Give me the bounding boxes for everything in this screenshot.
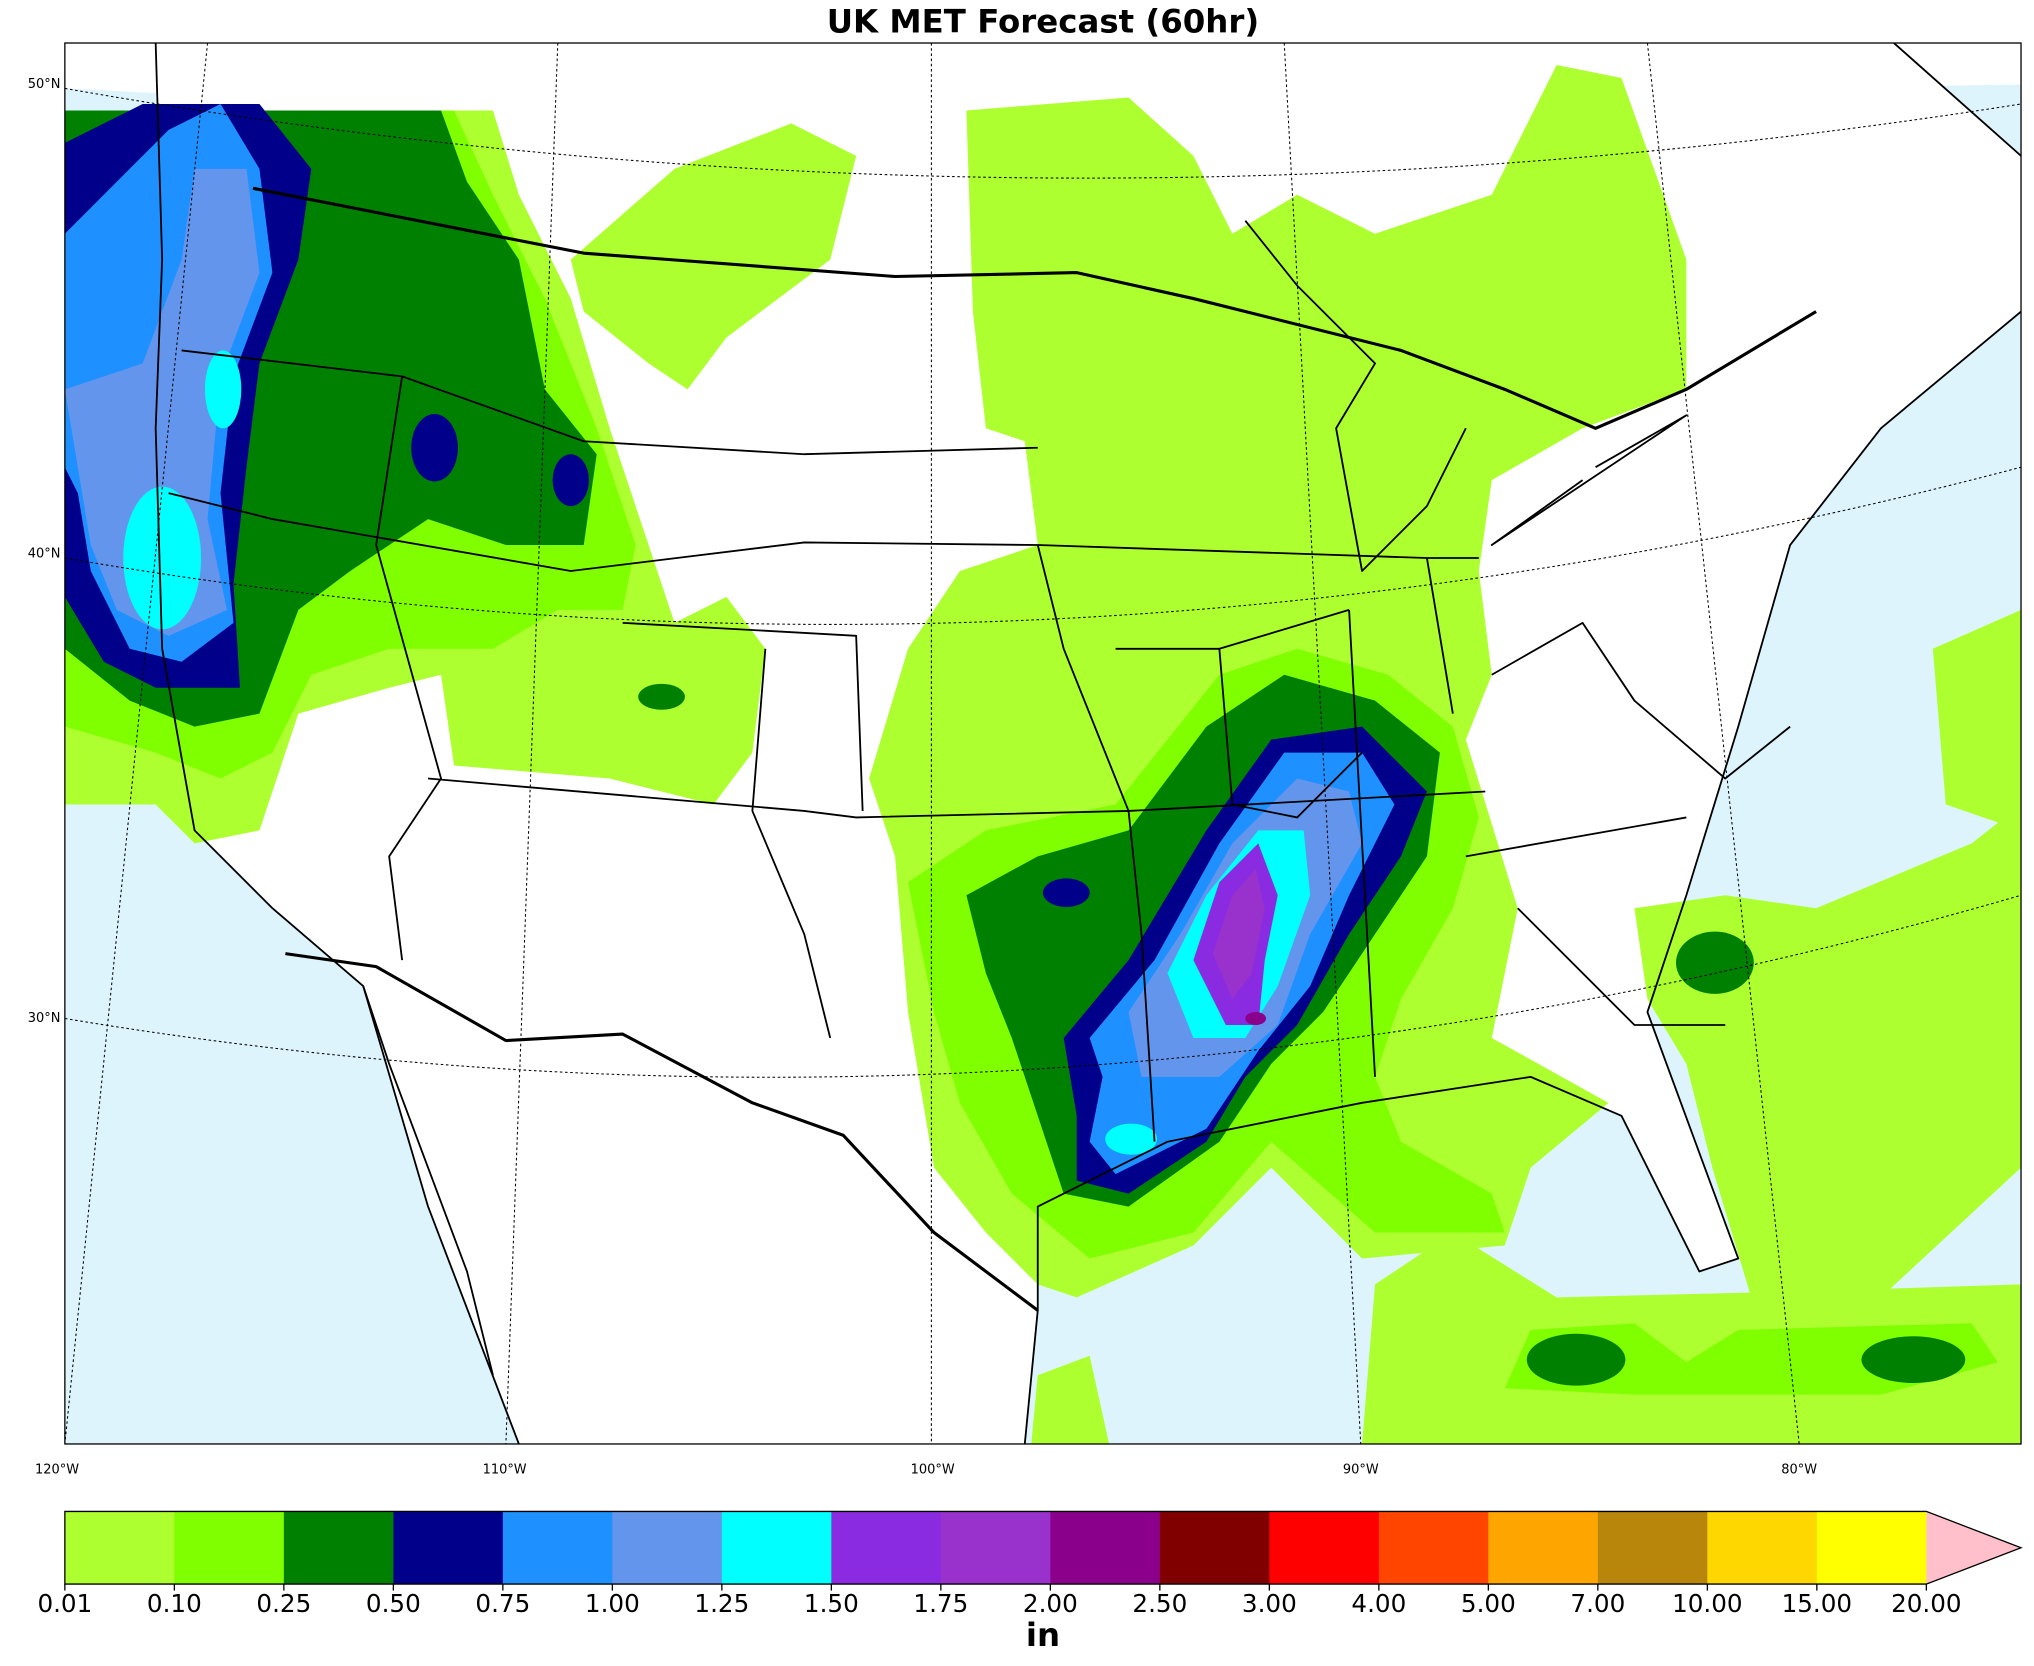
colorbar-tick-label: 1.00 <box>585 1589 640 1618</box>
colorbar-tick-label: 0.10 <box>147 1589 202 1618</box>
colorbar-segment <box>174 1511 285 1585</box>
colorbar-segment <box>1816 1511 1927 1585</box>
lon-label: 120°W <box>35 1462 79 1477</box>
colorbar-segment <box>502 1511 614 1585</box>
colorbar-segment <box>1050 1511 1161 1585</box>
colorbar-tick-label: 20.00 <box>1891 1589 1961 1618</box>
colorbar-tick-label: 0.01 <box>37 1589 92 1618</box>
colorbar-tick-label: 5.00 <box>1461 1589 1516 1618</box>
map-frame <box>64 42 2022 1445</box>
map: 50°N 40°N 30°N 120°W 110°W 100°W 90°W 80… <box>28 42 2022 1477</box>
colorbar-segment <box>1597 1511 1708 1585</box>
precip-east <box>638 65 2022 1444</box>
colorbar-tick-label: 4.00 <box>1351 1589 1406 1618</box>
colorbar-tick-label: 15.00 <box>1782 1589 1852 1618</box>
colorbar-outline <box>64 1510 2023 1585</box>
colorbar-tick-label: 1.75 <box>913 1589 968 1618</box>
colorbar-segment <box>283 1511 395 1585</box>
borders <box>154 43 2022 1444</box>
colorbar-segment <box>721 1511 832 1585</box>
colorbar-segment <box>393 1511 504 1585</box>
colorbar-segment <box>1159 1511 1270 1585</box>
colorbar: 0.01 0.10 0.25 0.50 0.75 1.00 1.25 1.50 1.75 2.00… <box>37 1510 2023 1618</box>
no-data <box>64 43 2022 111</box>
colorbar-tick-label: 3.00 <box>1242 1589 1297 1618</box>
title: UK MET Forecast (60hr) <box>827 3 1259 41</box>
precip-west <box>64 103 857 844</box>
colorbar-tick-label: 0.25 <box>256 1589 311 1618</box>
lat-label: 50°N <box>28 77 61 92</box>
lon-label: 100°W <box>911 1462 955 1477</box>
colorbar-segment <box>940 1511 1051 1585</box>
colorbar-segment <box>64 1511 176 1585</box>
colorbar-tick-label: 1.50 <box>804 1589 859 1618</box>
colorbar-unit: in <box>1026 1616 1060 1654</box>
colorbar-tick-label: 2.50 <box>1132 1589 1187 1618</box>
colorbar-segment <box>1269 1511 1380 1585</box>
lat-label: 40°N <box>28 547 61 562</box>
colorbar-segment <box>1707 1511 1818 1585</box>
lon-label: 80°W <box>1781 1462 1817 1477</box>
colorbar-tick-label: 0.50 <box>366 1589 421 1618</box>
colorbar-tick-label: 2.00 <box>1023 1589 1078 1618</box>
colorbar-tick-label: 7.00 <box>1570 1589 1625 1618</box>
colorbar-segment <box>831 1511 942 1585</box>
colorbar-extension <box>1926 1511 2022 1585</box>
colorbar-segment <box>1378 1511 1489 1585</box>
lon-label: 90°W <box>1343 1462 1379 1477</box>
lat-label: 30°N <box>28 1011 61 1026</box>
colorbar-tick-label: 1.25 <box>694 1589 749 1618</box>
colorbar-segment <box>1488 1511 1599 1585</box>
colorbar-tick-label: 0.75 <box>475 1589 530 1618</box>
lon-label: 110°W <box>483 1462 527 1477</box>
colorbar-segment <box>612 1511 723 1585</box>
colorbar-tick-label: 10.00 <box>1672 1589 1742 1618</box>
